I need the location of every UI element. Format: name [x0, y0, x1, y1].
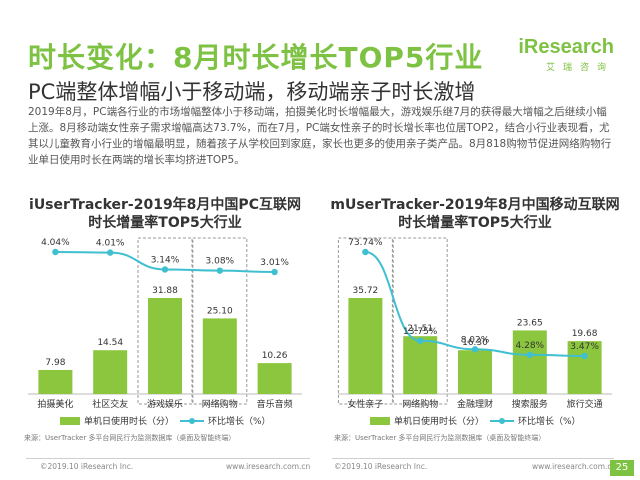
footer-divider-right	[332, 458, 614, 459]
mobile-legend-bar-swatch	[370, 417, 390, 425]
pc-highlight-box	[137, 237, 193, 405]
logo-main-text: iResearch	[518, 36, 614, 58]
pc-bar-value-label: 31.88	[152, 286, 178, 296]
mobile-chart: 35.72 女性亲子 21.51 网络购物 16.30 金融理财 23.65 搜索服务 19.6…	[330, 232, 620, 442]
pc-growth-value-label: 3.14%	[151, 255, 180, 265]
mobile-category-label: 女性亲子	[347, 398, 383, 410]
mobile-chart-svg: 35.72 女性亲子 21.51 网络购物 16.30 金融理财 23.65 搜索服务 19.6…	[334, 237, 612, 442]
mobile-bar-value-label: 23.65	[517, 318, 543, 328]
pc-chart-title-line1: iUserTracker-2019年8月中国PC互联网	[29, 197, 301, 213]
mobile-chart-title: mUserTracker-2019年8月中国移动互联网 时长增量率TOP5大行业	[330, 196, 620, 232]
pc-growth-value-label: 4.04%	[41, 238, 70, 248]
page-number: 25	[610, 460, 634, 476]
page-title: 时长变化：8月时长增长TOP5行业	[28, 41, 484, 74]
mobile-source-note: 来源：UserTracker 多平台网民行为监测数据库（桌面及智能终端）	[334, 433, 545, 442]
pc-chart-svg: 7.98 拍摄美化 14.54 社区交友 31.88 游戏娱乐 25.10 网络购物 10.26…	[24, 237, 302, 442]
pc-category-label: 游戏娱乐	[147, 398, 183, 410]
mobile-bar-value-label: 35.72	[353, 286, 379, 296]
pc-chart: 7.98 拍摄美化 14.54 社区交友 31.88 游戏娱乐 25.10 网络购物 10.26…	[20, 232, 310, 442]
mobile-growth-value-label: 13.75%	[403, 327, 438, 337]
mobile-bar	[458, 350, 492, 394]
mobile-bar	[403, 336, 438, 394]
pc-bar	[93, 350, 128, 394]
pc-bar-value-label: 25.10	[207, 306, 233, 316]
pc-growth-value-label: 4.01%	[96, 239, 125, 249]
pc-category-label: 网络购物	[202, 398, 238, 410]
pc-legend-bar-label: 单机日使用时长（分）	[84, 415, 174, 427]
pc-bar-value-label: 7.98	[45, 358, 65, 368]
mobile-growth-point	[526, 351, 533, 359]
mobile-growth-value-label: 73.74%	[348, 238, 383, 248]
footer-copyright-right: ©2019.10 iResearch Inc.	[334, 462, 428, 471]
mobile-category-label: 金融理财	[457, 398, 493, 410]
mobile-bar-value-label: 16.30	[462, 338, 488, 348]
body-paragraph: 2019年8月，PC端各行业的市场增幅整体小于移动端，拍摄美化时长增幅最大，游戏…	[28, 106, 612, 166]
pc-category-label: 社区交友	[92, 398, 128, 410]
mobile-category-label: 网络购物	[402, 398, 438, 410]
footer-url-right: www.iresearch.com.cn	[532, 462, 617, 471]
pc-bar	[38, 369, 73, 394]
pc-growth-point	[52, 248, 59, 256]
pc-legend-bar-swatch	[60, 417, 80, 425]
mobile-growth-line	[365, 251, 585, 357]
mobile-bar	[512, 330, 547, 394]
pc-growth-point	[216, 267, 223, 274]
pc-bar-value-label: 10.26	[262, 351, 288, 361]
pc-chart-title: iUserTracker-2019年8月中国PC互联网 时长增量率TOP5大行业	[20, 196, 310, 232]
mobile-legend-line-marker	[499, 418, 505, 424]
mobile-category-label: 旅行交通	[567, 398, 603, 410]
mobile-highlight-box	[337, 237, 393, 405]
pc-growth-value-label: 3.01%	[260, 258, 289, 268]
pc-growth-point	[161, 266, 169, 273]
mobile-legend-bar-label: 单机日使用时长（分）	[394, 415, 484, 427]
pc-legend-line-marker	[189, 418, 195, 424]
pc-growth-point	[271, 268, 278, 276]
mobile-growth-value-label: 8.02%	[461, 335, 490, 345]
mobile-growth-point	[581, 352, 588, 360]
pc-highlight-box	[192, 237, 248, 405]
mobile-bar	[567, 341, 602, 394]
pc-category-label: 音乐音频	[257, 398, 293, 410]
mobile-growth-point	[471, 346, 479, 353]
pc-bar	[148, 298, 182, 394]
pc-bar	[202, 318, 237, 394]
footer-copyright-left: ©2019.10 iResearch Inc.	[40, 462, 134, 471]
mobile-chart-title-line2: 时长增量率TOP5大行业	[398, 215, 552, 231]
pc-category-label: 拍摄美化	[37, 398, 73, 410]
pc-bar-value-label: 14.54	[97, 338, 123, 348]
page-subtitle: PC端整体增幅小于移动端，移动端亲子时长激增	[28, 80, 476, 104]
pc-legend-line-label: 环比增长（%）	[208, 415, 271, 427]
pc-growth-value-label: 3.08%	[206, 257, 235, 267]
mobile-legend-line-label: 环比增长（%）	[518, 415, 581, 427]
pc-bar	[257, 363, 292, 394]
mobile-growth-value-label: 4.28%	[516, 341, 545, 351]
pc-source-note: 来源：UserTracker 多平台网民行为监测数据库（桌面及智能终端）	[24, 433, 235, 442]
mobile-bar-value-label: 21.51	[407, 324, 433, 334]
pc-chart-title-line2: 时长增量率TOP5大行业	[88, 215, 242, 231]
mobile-growth-point	[417, 337, 424, 344]
pc-growth-point	[107, 249, 114, 256]
mobile-growth-value-label: 3.47%	[570, 342, 599, 352]
mobile-chart-title-line1: mUserTracker-2019年8月中国移动互联网	[330, 197, 620, 213]
logo-sub-text: 艾瑞咨询	[545, 63, 614, 73]
mobile-bar	[348, 298, 383, 394]
footer-divider-left	[26, 458, 310, 459]
mobile-highlight-box	[392, 237, 448, 405]
footer-url-left: www.iresearch.com.cn	[226, 462, 311, 471]
mobile-bar-value-label: 19.68	[572, 329, 598, 339]
mobile-category-label: 搜索服务	[512, 398, 548, 410]
iresearch-logo: iResearch 艾瑞咨询	[518, 36, 614, 73]
mobile-growth-point	[362, 248, 369, 256]
